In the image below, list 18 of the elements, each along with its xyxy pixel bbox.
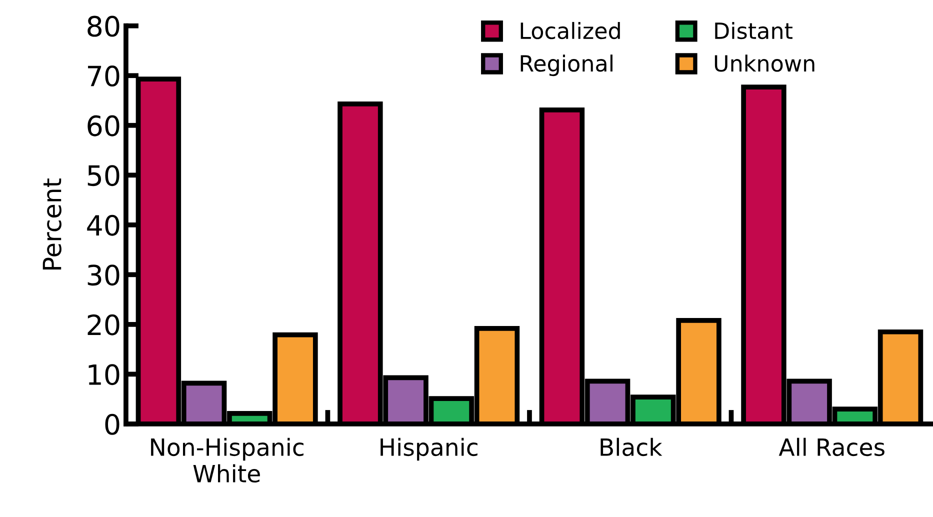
x-tick-label: Black [600, 438, 662, 456]
y-tick-label: 60 [88, 115, 120, 136]
legend-label: Distant [715, 22, 792, 40]
x-tick-label: Non-Hispanic White [151, 438, 304, 483]
y-tick-label: 0 [105, 414, 120, 435]
y-tick-label: 10 [88, 364, 120, 386]
y-tick-label: 40 [87, 214, 120, 236]
x-tick-label: Hispanic [380, 438, 478, 461]
y-tick-label: 80 [88, 16, 120, 37]
legend-label: Regional [520, 54, 612, 76]
y-tick-label: 70 [88, 66, 120, 87]
x-tick-label: All Races [778, 438, 884, 456]
y-tick-label: 30 [88, 264, 120, 286]
y-axis-title: Percent [42, 178, 62, 270]
y-tick-label: 20 [88, 314, 120, 336]
y-tick-label: 50 [88, 165, 120, 186]
legend-label: Localized [520, 22, 620, 40]
legend-label: Unknown [714, 54, 814, 72]
